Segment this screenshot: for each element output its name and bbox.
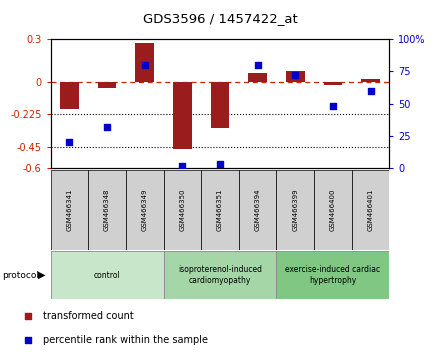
Point [66,139,73,145]
Bar [51,170,88,250]
Text: GSM466351: GSM466351 [217,188,223,231]
Bar [164,170,201,250]
Bar [201,170,239,250]
Bar [361,79,380,82]
Point [330,103,337,109]
Bar [51,251,164,299]
Text: ▶: ▶ [38,270,46,280]
Bar [314,170,352,250]
Text: GSM466341: GSM466341 [66,188,73,231]
Point [216,161,224,167]
Point [24,313,31,319]
Text: GSM466350: GSM466350 [180,188,185,231]
Bar [98,82,117,88]
Bar [352,170,389,250]
Bar [276,251,389,299]
Bar [211,82,229,128]
Bar [88,170,126,250]
Text: exercise-induced cardiac
hypertrophy: exercise-induced cardiac hypertrophy [286,265,381,285]
Text: GSM466400: GSM466400 [330,188,336,231]
Bar [126,170,164,250]
Bar [286,70,305,82]
Point [179,163,186,169]
Point [24,337,31,343]
Bar [248,73,267,82]
Point [367,88,374,93]
Text: protocol: protocol [2,271,39,280]
Bar [323,82,342,85]
Bar [276,170,314,250]
Point [103,124,110,130]
Text: GSM466349: GSM466349 [142,188,148,231]
Bar [164,251,276,299]
Point [254,62,261,68]
Text: transformed count: transformed count [43,311,134,321]
Text: percentile rank within the sample: percentile rank within the sample [43,335,209,346]
Text: GSM466394: GSM466394 [255,188,260,231]
Bar [173,82,192,149]
Text: GSM466348: GSM466348 [104,188,110,231]
Text: GDS3596 / 1457422_at: GDS3596 / 1457422_at [143,12,297,25]
Text: control: control [94,271,121,280]
Point [292,72,299,78]
Text: isoproterenol-induced
cardiomyopathy: isoproterenol-induced cardiomyopathy [178,265,262,285]
Bar [60,82,79,109]
Bar [136,43,154,82]
Point [141,62,148,68]
Text: GSM466399: GSM466399 [292,188,298,231]
Text: GSM466401: GSM466401 [367,188,374,231]
Bar [239,170,276,250]
